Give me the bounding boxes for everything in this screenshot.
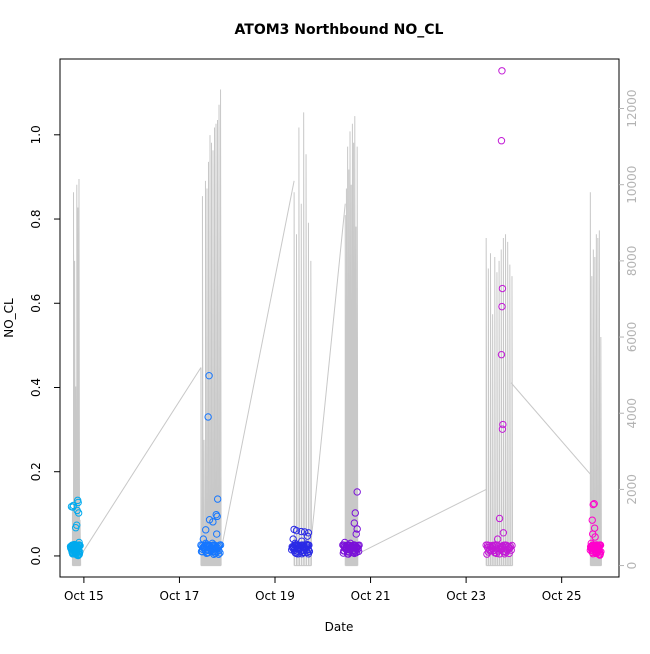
secondary-spike-series — [293, 112, 312, 567]
secondary-connector-line — [219, 180, 295, 559]
x-tick-label: Oct 23 — [446, 589, 486, 603]
secondary-spike-series — [71, 178, 82, 567]
scatter-point — [352, 530, 360, 538]
y-tick-label: 0.8 — [29, 209, 43, 228]
scatter-point — [216, 541, 225, 549]
scatter-point — [355, 541, 363, 549]
scatter-point — [354, 542, 362, 550]
secondary-spike-series — [200, 89, 222, 567]
y-right-tick-label: 10000 — [625, 166, 639, 204]
y-right-tick-label: 6000 — [625, 322, 639, 353]
scatter-point — [202, 526, 210, 534]
x-tick-label: Oct 15 — [64, 589, 104, 603]
scatter-point — [495, 514, 504, 523]
scatter-point — [497, 137, 506, 145]
scatter-point — [305, 547, 314, 556]
x-axis-title: Date — [325, 620, 354, 634]
scatter-point — [590, 500, 598, 508]
y-tick-label: 0.4 — [29, 378, 43, 397]
x-tick-label: Oct 17 — [160, 589, 200, 603]
secondary-connector-line — [78, 367, 202, 559]
scatter-point — [507, 546, 515, 554]
scatter-point — [213, 512, 221, 521]
scatter-point — [506, 542, 515, 551]
secondary-spike-series — [485, 234, 514, 567]
scatter-point — [213, 495, 222, 503]
scatter-point — [74, 509, 83, 517]
chart-title: ATOM3 Northbound NO_CL — [235, 22, 444, 38]
scatter-point — [508, 541, 516, 550]
scatter-point — [498, 425, 507, 433]
scatter-point — [292, 526, 301, 535]
scatter-point — [591, 533, 599, 541]
x-tick-label: Oct 25 — [542, 589, 582, 603]
scatter-point — [73, 521, 81, 529]
scatter-point — [205, 371, 213, 380]
secondary-spike-series — [344, 116, 359, 567]
axes-layer: Oct 15 Oct 17 Oct 19 Oct 21 Oct 23 Oct 25 0.0 0… — [29, 89, 639, 603]
y-right-tick-label: 0 — [625, 562, 639, 570]
y-right-tick-label: 2000 — [625, 474, 639, 505]
scatter-point — [351, 509, 359, 517]
scatter-point — [499, 529, 508, 537]
secondary-connector-line — [356, 488, 487, 555]
scatter-point — [209, 518, 217, 526]
scatter-point — [353, 488, 361, 496]
scatter-point — [212, 510, 220, 519]
x-tick-label: Oct 19 — [255, 589, 295, 603]
secondary-series-layer — [71, 89, 602, 567]
secondary-connector-line — [510, 382, 591, 475]
scatter-point — [588, 516, 596, 524]
scatter-point — [297, 527, 305, 536]
y-axis-title: NO_CL — [2, 298, 16, 338]
scatter-point — [353, 525, 361, 533]
secondary-connector-line — [308, 203, 346, 559]
y-tick-label: 1.0 — [29, 125, 43, 144]
scatter-point — [350, 519, 359, 527]
y-tick-label: 0.2 — [29, 462, 43, 481]
scatter-point — [199, 535, 208, 543]
scatter-point — [204, 413, 212, 421]
scatter-point — [213, 530, 221, 538]
secondary-spike-series — [589, 192, 602, 567]
scatter-point — [74, 498, 82, 507]
plot-frame — [59, 58, 620, 578]
y-right-tick-label: 12000 — [625, 89, 639, 127]
scatter-point — [597, 548, 605, 556]
y-right-tick-label: 4000 — [625, 398, 639, 429]
scatter-point — [497, 350, 506, 359]
y-right-tick-label: 8000 — [625, 246, 639, 277]
scatter-points-layer — [66, 67, 605, 560]
y-tick-label: 0.6 — [29, 294, 43, 313]
scatter-point — [216, 549, 224, 557]
scatter-point — [304, 529, 313, 537]
scatter-point — [303, 532, 312, 540]
scatter-point — [589, 500, 597, 509]
scatter-point — [498, 67, 506, 75]
scatter-point — [498, 302, 506, 311]
scatter-point — [499, 420, 507, 429]
scatter-point — [76, 541, 84, 550]
x-tick-label: Oct 21 — [351, 589, 391, 603]
y-tick-label: 0.0 — [29, 546, 43, 565]
scatter-point — [498, 284, 507, 293]
